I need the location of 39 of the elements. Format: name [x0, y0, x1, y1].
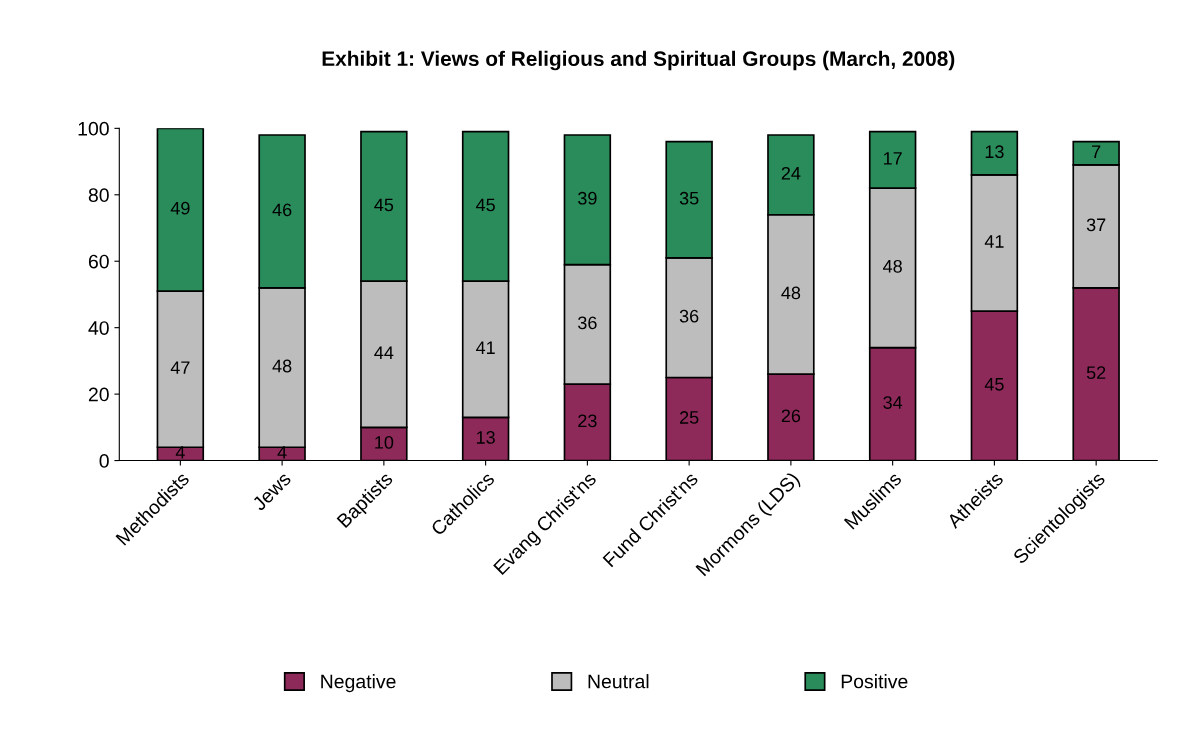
- y-tick-label: 80: [88, 188, 109, 203]
- data-label: 25: [680, 411, 699, 424]
- data-label: 4: [175, 446, 185, 459]
- data-label: 7: [1092, 145, 1101, 158]
- data-label: 26: [781, 409, 801, 423]
- data-label: 37: [1086, 218, 1106, 232]
- data-label: 49: [170, 201, 190, 215]
- data-label: 41: [984, 235, 1004, 248]
- data-label: 34: [883, 396, 903, 409]
- legend-label: Positive: [841, 674, 908, 689]
- data-label: 13: [476, 431, 495, 444]
- data-label: 35: [679, 191, 699, 205]
- y-tick-label: 40: [88, 321, 109, 335]
- data-label: 17: [883, 152, 902, 165]
- data-label: 45: [984, 378, 1004, 391]
- data-label: 10: [375, 436, 394, 449]
- legend-label: Neutral: [588, 674, 649, 689]
- data-label: 23: [578, 414, 597, 428]
- data-label: 45: [374, 198, 394, 212]
- y-tick-label: 0: [99, 454, 109, 468]
- data-label: 46: [272, 203, 292, 217]
- data-label: 36: [578, 316, 597, 330]
- data-label: 48: [883, 259, 902, 273]
- data-label: 44: [374, 346, 394, 359]
- data-label: 41: [476, 341, 495, 354]
- data-label: 24: [781, 166, 801, 180]
- chart-title: Exhibit 1: Views of Religious and Spiritual Groups (March, 2008): [322, 50, 955, 71]
- y-tick-label: 100: [78, 121, 109, 136]
- data-label: 52: [1086, 366, 1106, 380]
- y-tick-label: 60: [88, 254, 109, 269]
- data-label: 13: [985, 145, 1004, 159]
- y-tick-label: 20: [88, 387, 109, 402]
- data-label: 39: [578, 191, 597, 205]
- data-label: 36: [679, 309, 699, 323]
- data-label: 47: [170, 361, 190, 374]
- data-label: 48: [781, 286, 801, 300]
- data-label: 48: [272, 359, 292, 373]
- data-label: 45: [476, 198, 495, 212]
- legend-label: Negative: [321, 674, 396, 693]
